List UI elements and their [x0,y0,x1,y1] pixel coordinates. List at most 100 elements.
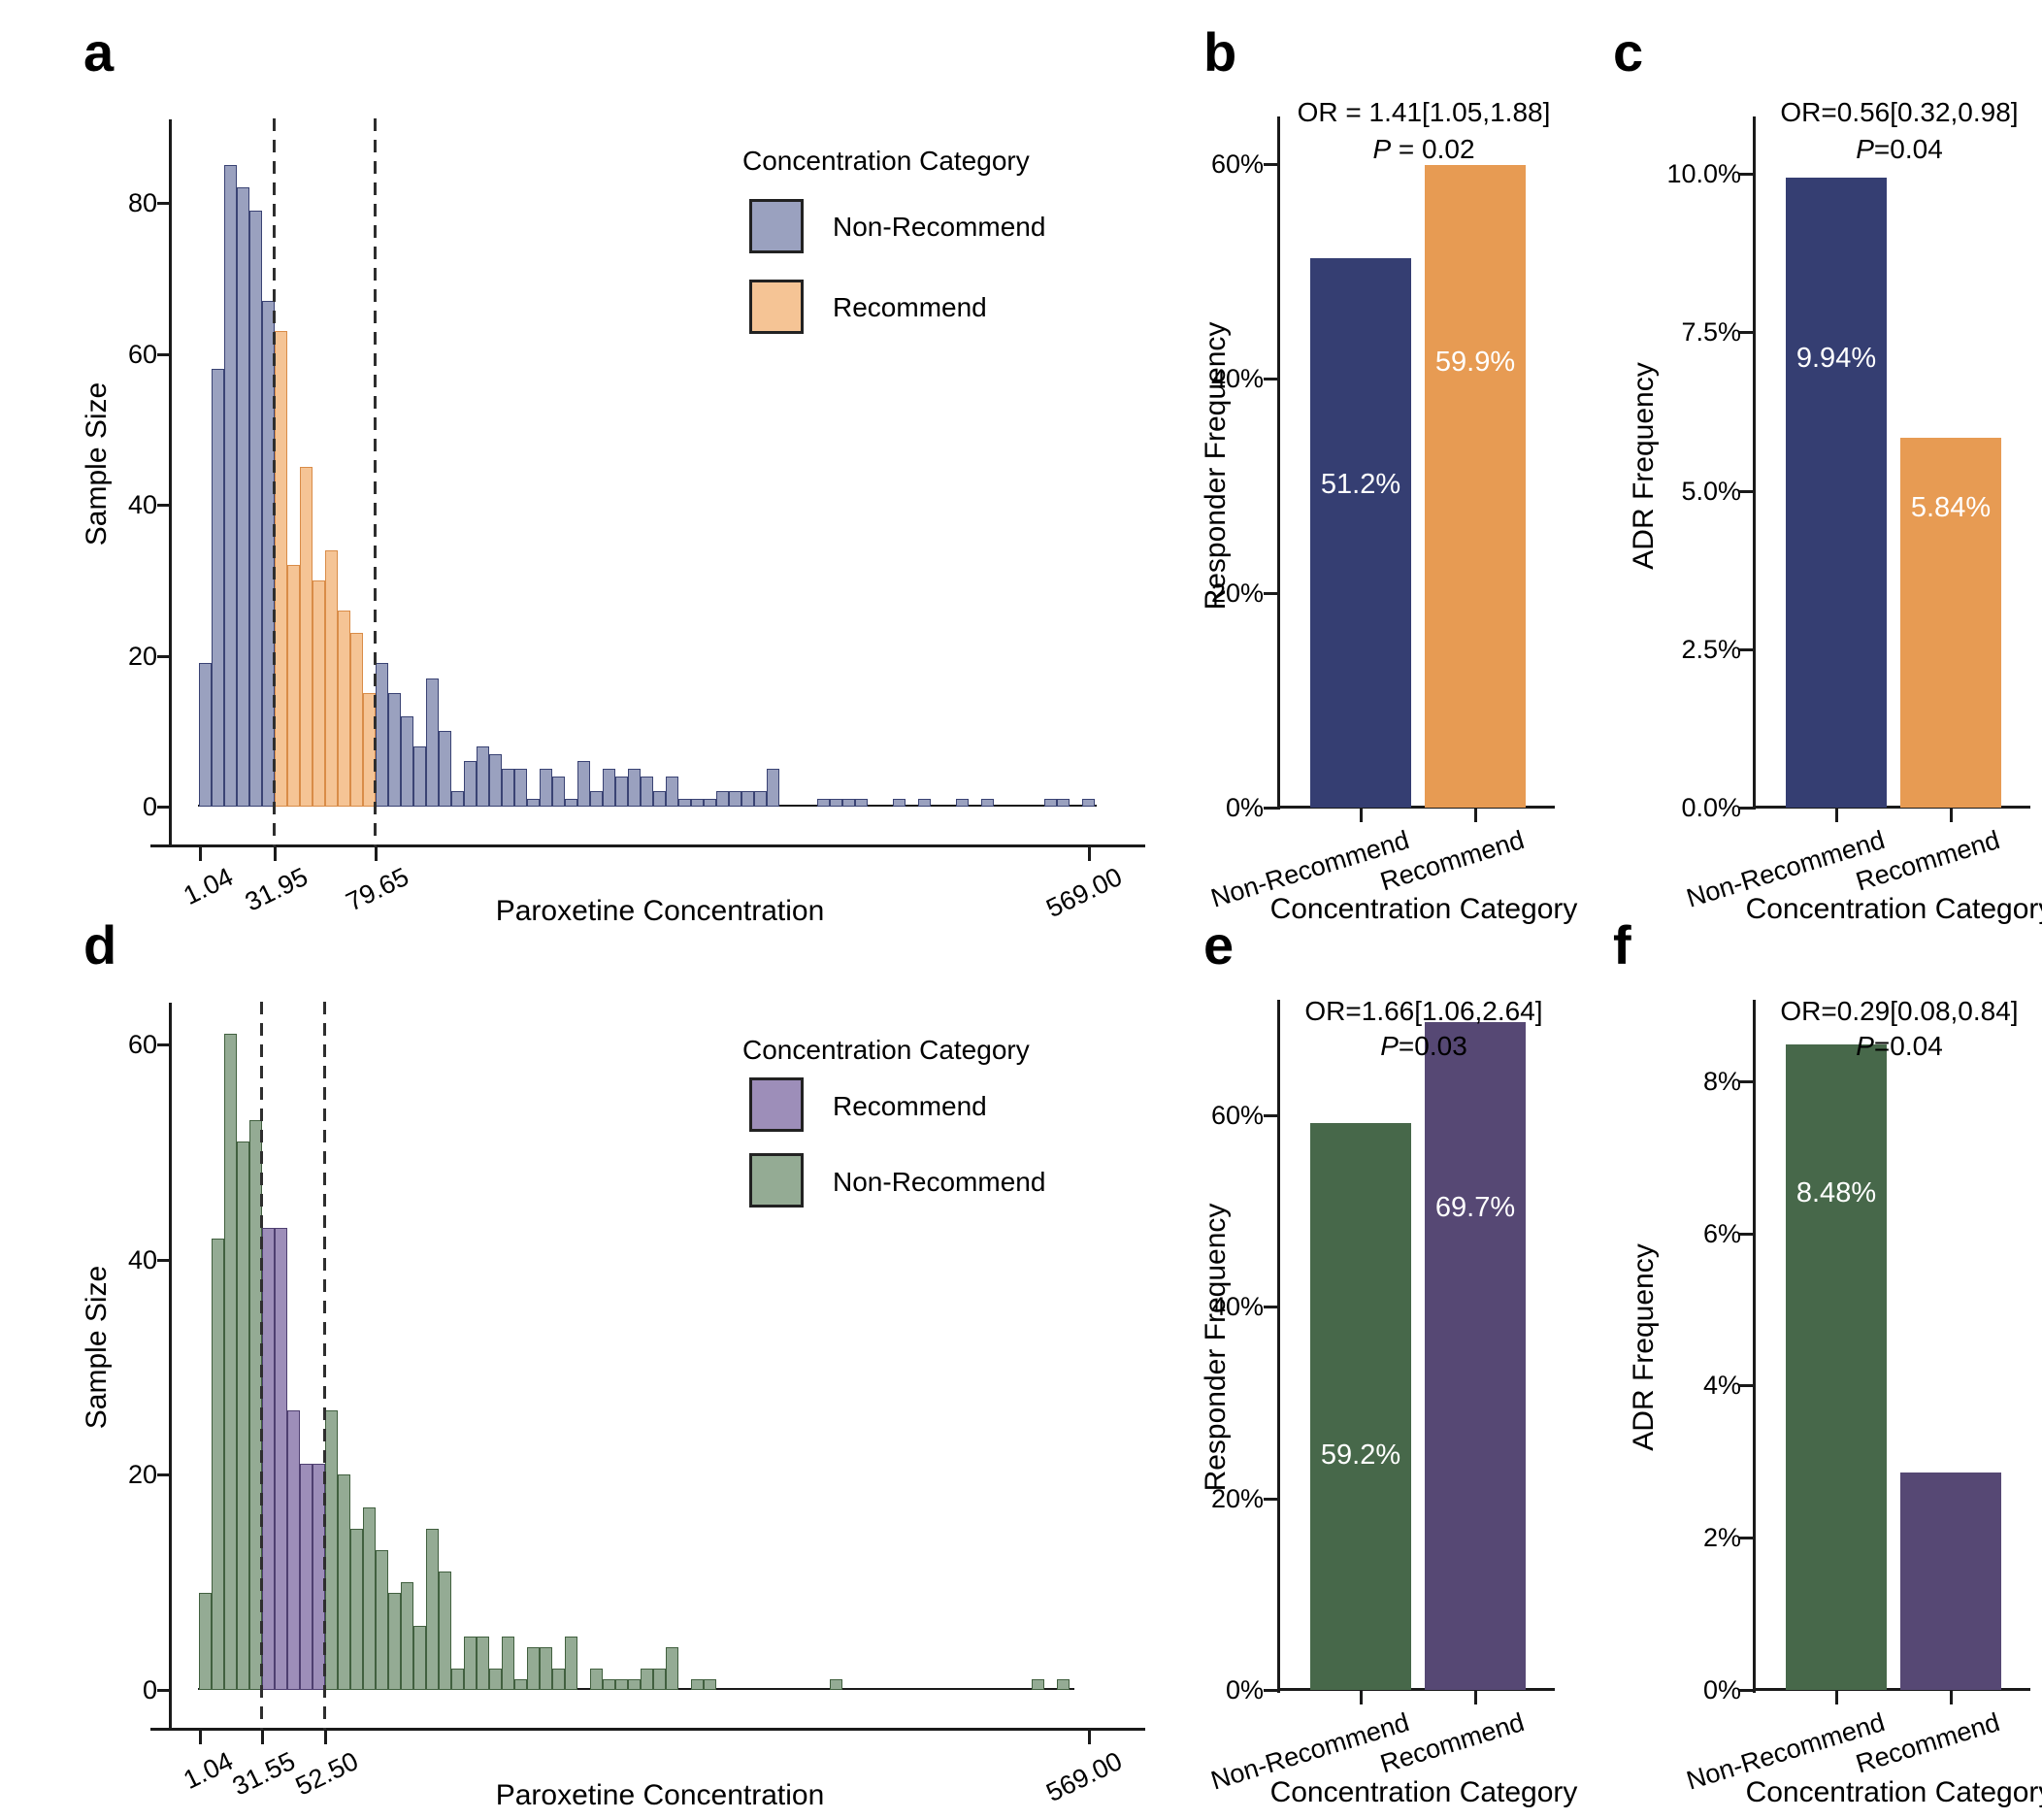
y-axis-line-f [1753,1000,1756,1693]
y-tick-label: 60 [127,340,157,369]
hist-bar [514,1679,527,1690]
hist-bar [477,746,489,807]
y-tick-label: 20% [1210,579,1264,608]
p-symbol: P [1380,1031,1399,1061]
hist-bar [577,761,590,807]
hist-bar [956,799,969,807]
hist-bar [893,799,906,807]
hist-bar [641,1669,653,1690]
hist-bar [338,611,350,807]
hist-bar [502,1637,514,1690]
hist-bar [451,791,464,807]
hist-bar [249,211,262,807]
y-tick-mark [1739,1384,1754,1388]
hist-bar [401,716,413,807]
x-tick-mark [375,844,378,861]
bar-value-label: 59.2% [1320,1439,1401,1471]
y-tick-mark [1264,163,1278,166]
y-tick-label: 20% [1210,1484,1264,1513]
bar-value-label: 2.86% [1910,1434,1992,1465]
panel-letter-a: a [83,21,115,83]
hist-bar [641,777,653,807]
y-tick-mark [157,1689,172,1692]
dashed-threshold-line [323,1002,326,1730]
y-tick-mark [157,654,172,658]
p-symbol: P [1856,1031,1874,1061]
x-tick-mark [1950,809,1953,822]
hist-bar [527,799,540,807]
y-tick-mark [1739,1537,1754,1540]
bar-value-label: 8.48% [1795,1177,1877,1208]
hist-bar [224,165,237,807]
legend-label: Non-Recommend [833,212,1046,242]
y-tick-label: 0.0% [1681,793,1741,822]
x-tick-label: 569.00 [1041,862,1128,924]
baseline-b [1277,806,1555,809]
y-tick-mark [1739,807,1754,810]
y-tick-mark [1739,331,1754,335]
x-tick-mark [199,844,202,861]
baseline-f [1753,1688,2030,1691]
hist-bar [439,731,451,807]
hist-bar [237,187,249,807]
x-tick-label: 52.50 [291,1746,364,1802]
x-tick-mark [1474,809,1477,822]
y-axis-line-b [1277,116,1280,810]
y-tick-mark [1264,378,1278,381]
hist-bar [275,1228,287,1690]
bar-recommend [1425,165,1526,808]
y-tick-label: 0% [1225,1675,1264,1704]
bar-non-recommend [1786,1044,1887,1690]
dashed-threshold-line [273,118,276,846]
y-tick-mark [157,504,172,507]
y-tick-mark [1264,1113,1278,1117]
hist-bar [1032,1679,1044,1690]
hist-bar [350,633,363,807]
bar-value-label: 9.94% [1795,343,1877,374]
hist-bar [413,1626,426,1690]
hist-bar [678,799,691,807]
y-tick-label: 0% [1225,793,1264,822]
legend-swatch-non-recommend [749,1153,804,1208]
x-tick-mark [1088,844,1091,861]
p-annotation-e: P=0.03 [1380,1031,1467,1062]
hist-bar [767,769,779,807]
y-tick-label: 0% [1702,1675,1741,1704]
hist-bar [224,1034,237,1690]
x-tick-mark [324,1728,327,1744]
y-tick-label: 8% [1702,1067,1741,1096]
hist-bar [565,1637,577,1690]
hist-bar [489,1669,502,1690]
hist-bar [313,580,325,807]
hist-bar [691,1679,704,1690]
y-axis-line-a [169,119,172,847]
x-tick-label: 1.04 [179,1746,239,1796]
hist-bar [1044,799,1057,807]
hist-bar [287,565,300,807]
x-tick-mark [199,1728,202,1744]
y-tick-label: 60% [1210,149,1264,179]
x-tick-label: 31.95 [241,862,313,917]
hist-bar [237,1142,249,1690]
p-annotation-c: P=0.04 [1856,134,1943,165]
y-axis-line-c [1753,116,1756,810]
hist-bar [350,1529,363,1690]
hist-bar [363,1507,376,1690]
hist-bar [817,799,830,807]
x-tick-mark [1360,1691,1363,1704]
x-axis-line-d [150,1728,1145,1731]
y-axis-title-c: ADR Frequency [1628,362,1660,570]
hist-bar [704,799,716,807]
hist-bar [1057,1679,1070,1690]
x-tick-label: 569.00 [1041,1746,1128,1808]
hist-bar [628,1679,641,1690]
hist-bar [401,1582,413,1690]
y-tick-label: 4% [1702,1371,1741,1400]
hist-bar [527,1647,540,1690]
bar-recommend [1900,438,2001,808]
hist-bar [502,769,514,807]
y-axis-title-a: Sample Size [81,381,113,546]
x-tick-mark [1835,1691,1838,1704]
x-axis-title-c: Concentration Category [1745,893,2042,925]
x-tick-mark [1360,809,1363,822]
